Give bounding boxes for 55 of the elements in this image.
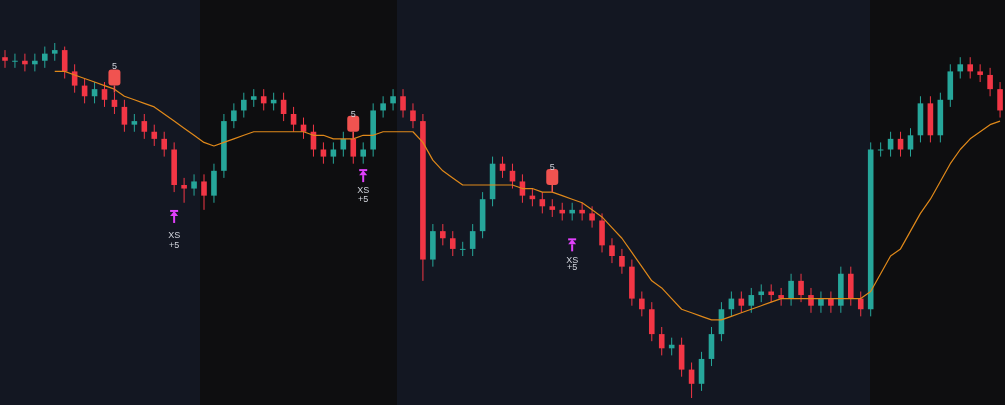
candlestick <box>788 273 794 307</box>
candlestick <box>290 106 297 133</box>
candlestick <box>231 102 237 129</box>
candlestick <box>260 88 267 111</box>
candlestick <box>410 102 416 129</box>
candlestick <box>360 141 367 165</box>
candlestick <box>440 223 446 246</box>
candlestick <box>141 113 148 140</box>
candlestick <box>380 95 386 119</box>
candlestick <box>32 53 38 72</box>
candlestick <box>957 56 964 79</box>
candlestick <box>808 287 814 314</box>
candlestick <box>191 173 197 197</box>
candlestick <box>101 81 108 108</box>
candlestick <box>609 237 615 264</box>
candlestick <box>589 205 595 229</box>
candlestick <box>22 53 28 72</box>
candlestick <box>12 53 18 69</box>
candlestick <box>459 241 466 257</box>
candlestick <box>987 67 993 97</box>
candlestick <box>390 88 396 111</box>
candlestick <box>977 63 983 83</box>
annotation: XS <box>168 229 181 240</box>
annotation: 5 <box>549 162 555 173</box>
candlestick <box>579 202 585 221</box>
candlestick <box>748 287 755 314</box>
candlestick <box>887 131 894 158</box>
candlestick <box>61 46 68 79</box>
annotation: 5 <box>350 109 356 119</box>
candlestick <box>639 291 645 317</box>
annotation: +5 <box>358 194 369 205</box>
candlestick <box>619 248 625 275</box>
candlestick <box>2 49 8 69</box>
candlestick <box>798 273 804 303</box>
candlestick <box>997 81 1003 119</box>
candlestick <box>181 177 187 204</box>
candlestick <box>897 131 904 158</box>
annotation: XS <box>357 185 370 196</box>
candlestick <box>857 291 864 317</box>
candlestick <box>967 56 973 79</box>
annotation: 5 <box>111 61 117 72</box>
candlestick <box>121 99 128 133</box>
candlestick <box>400 88 406 119</box>
candlestick <box>828 291 834 314</box>
candlestick <box>241 92 247 119</box>
candlestick <box>469 223 476 257</box>
candlestick <box>449 230 456 257</box>
candlestick <box>201 173 207 211</box>
candlestick <box>658 326 665 356</box>
candlestick <box>818 291 824 314</box>
candlestick <box>42 46 48 69</box>
candlestick <box>161 131 168 158</box>
candlestick <box>907 127 914 158</box>
candlestick <box>151 124 158 147</box>
annotation: +5 <box>169 240 180 251</box>
